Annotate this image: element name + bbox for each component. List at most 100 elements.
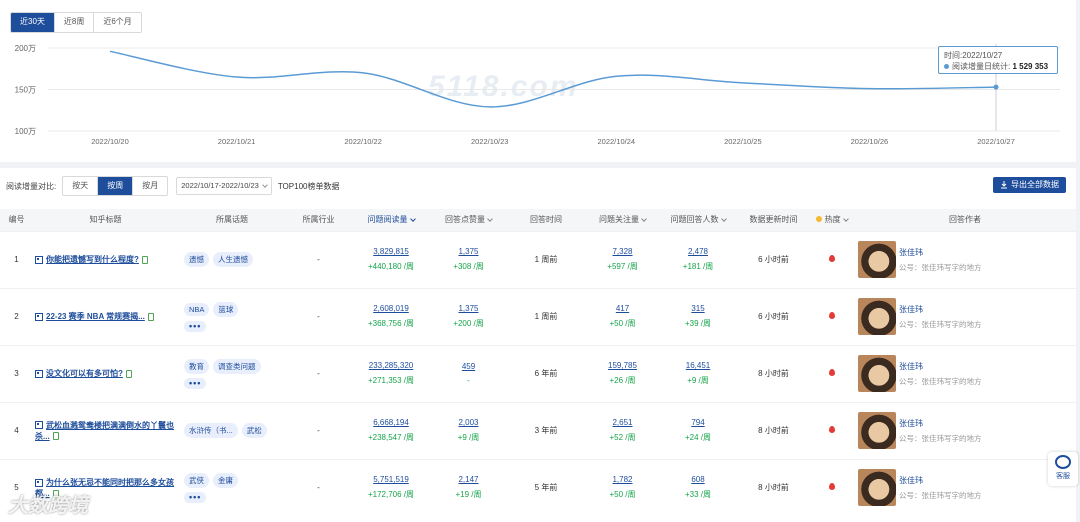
- row-number: 5: [0, 458, 33, 516]
- fire-icon: [829, 255, 835, 262]
- export-all-button[interactable]: 导出全部数据: [993, 177, 1066, 193]
- read-increment-chart: 200万 150万 100万 2022/10/20 2022/10/21 2022/10/…: [15, 44, 1060, 146]
- answerers-value[interactable]: 608: [691, 475, 705, 485]
- topic-tag[interactable]: 武侠: [184, 472, 209, 488]
- document-icon[interactable]: [147, 312, 154, 321]
- answerers-delta: +24 /周: [684, 433, 711, 442]
- x-tick-label: 2022/10/24: [598, 137, 636, 146]
- likes-cell: 1,375 +200 /周: [431, 287, 506, 345]
- likes-value[interactable]: 1,375: [458, 247, 479, 256]
- x-tick-label: 2022/10/27: [977, 137, 1015, 146]
- author-name[interactable]: 张佳玮: [899, 475, 923, 485]
- date-range-select[interactable]: 2022/10/17-2022/10/23: [176, 177, 272, 195]
- title-cell: 武松血溅鸳鸯楼把满满倒水的丫鬟也杀...: [33, 401, 178, 459]
- reads-value[interactable]: 2,608,019: [373, 304, 409, 313]
- question-title-link[interactable]: 22-23 赛季 NBA 常规赛揭...: [46, 312, 145, 321]
- author-name[interactable]: 张佳玮: [899, 361, 923, 371]
- document-icon[interactable]: [125, 369, 132, 378]
- follows-value[interactable]: 159,785: [608, 361, 637, 370]
- topic-tag[interactable]: 人生遗憾: [213, 252, 253, 267]
- topic-tag[interactable]: NBA: [184, 302, 210, 316]
- by-day-button[interactable]: 按天: [63, 177, 99, 195]
- filter-bar: 阅读增量对比: 按天 按周 按月 2022/10/17-2022/10/23 T…: [6, 176, 339, 196]
- avatar[interactable]: [858, 241, 896, 278]
- avatar[interactable]: [858, 355, 896, 392]
- likes-delta: +9 /周: [457, 433, 480, 442]
- answerers-value[interactable]: 794: [691, 418, 705, 427]
- topic-tag[interactable]: 武松: [241, 423, 267, 438]
- answerers-value[interactable]: 2,478: [687, 247, 709, 256]
- author-name[interactable]: 张佳玮: [899, 418, 923, 428]
- avatar[interactable]: [858, 469, 896, 507]
- more-tags-button[interactable]: •••: [184, 377, 207, 389]
- col-follows[interactable]: 问题关注量: [586, 209, 659, 231]
- author-name[interactable]: 张佳玮: [899, 304, 923, 314]
- qrcode-icon[interactable]: [35, 369, 43, 378]
- follows-value[interactable]: 417: [615, 304, 630, 313]
- follows-value[interactable]: 1,782: [612, 475, 633, 485]
- more-tags-button[interactable]: •••: [184, 491, 207, 503]
- col-heat[interactable]: 热度: [810, 209, 854, 231]
- answerers-value[interactable]: 315: [691, 304, 705, 313]
- heat-cell: [810, 230, 854, 288]
- qrcode-icon[interactable]: [35, 255, 43, 264]
- col-likes[interactable]: 回答点赞量: [431, 209, 506, 231]
- qrcode-icon[interactable]: [35, 478, 43, 487]
- document-icon[interactable]: [52, 489, 59, 498]
- answer-time-cell: 5 年前: [506, 458, 586, 516]
- qrcode-icon[interactable]: [35, 421, 43, 430]
- more-tags-button[interactable]: •••: [184, 320, 207, 332]
- by-week-button[interactable]: 按周: [98, 177, 134, 195]
- question-title-link[interactable]: 武松血溅鸳鸯楼把满满倒水的丫鬟也杀...: [35, 420, 174, 441]
- x-tick-label: 2022/10/21: [218, 137, 256, 146]
- customer-service-button[interactable]: 客服: [1048, 452, 1078, 486]
- x-tick-label: 2022/10/26: [851, 137, 889, 146]
- reads-value[interactable]: 5,751,519: [373, 475, 409, 485]
- qrcode-icon[interactable]: [35, 312, 43, 321]
- range-tabs: 近30天 近8周 近6个月: [10, 12, 142, 33]
- question-title-link[interactable]: 为什么张无忌不能同时把那么多女孩都...: [35, 477, 174, 498]
- col-updated: 数据更新时间: [737, 209, 810, 231]
- author-org: 公号：张佳玮写字的地方: [899, 376, 982, 386]
- x-tick-label: 2022/10/20: [91, 137, 129, 146]
- col-answerers[interactable]: 问题回答人数: [659, 209, 737, 231]
- likes-value[interactable]: 459: [461, 362, 476, 371]
- likes-value[interactable]: 1,375: [458, 304, 479, 313]
- col-title: 知乎标题: [33, 209, 178, 231]
- author-cell: 张佳玮 公号：张佳玮写字的地方: [854, 287, 1076, 345]
- topic-tag[interactable]: 遗憾: [184, 252, 209, 267]
- reads-value[interactable]: 233,285,320: [368, 361, 414, 370]
- topic-tag[interactable]: 金庸: [213, 472, 238, 488]
- follows-value[interactable]: 7,328: [612, 247, 633, 256]
- likes-cell: 2,147 +19 /周: [431, 458, 506, 516]
- tab-30-days[interactable]: 近30天: [11, 13, 55, 32]
- data-point: [993, 84, 999, 90]
- document-icon[interactable]: [52, 432, 59, 441]
- author-name[interactable]: 张佳玮: [899, 247, 923, 257]
- topic-tag[interactable]: 水浒传（书...: [184, 423, 238, 438]
- reads-cell: 3,829,815 +440,180 /周: [351, 230, 431, 288]
- topic-tag[interactable]: 篮球: [213, 301, 239, 317]
- industry-cell: -: [286, 287, 351, 345]
- topic-tag[interactable]: 调查类问题: [213, 358, 261, 374]
- industry-cell: -: [286, 230, 351, 288]
- question-title-link[interactable]: 你能把遗憾写到什么程度?: [46, 255, 139, 264]
- by-month-button[interactable]: 按月: [142, 181, 159, 190]
- follows-cell: 2,651 +52 /周: [586, 401, 659, 459]
- avatar[interactable]: [858, 298, 896, 335]
- follows-value[interactable]: 2,651: [612, 418, 633, 427]
- reads-value[interactable]: 3,829,815: [373, 247, 409, 256]
- tab-8-weeks[interactable]: 近8周: [54, 13, 95, 32]
- document-icon[interactable]: [141, 255, 148, 264]
- likes-value[interactable]: 2,147: [458, 475, 479, 485]
- likes-value[interactable]: 2,003: [458, 418, 479, 427]
- reads-value[interactable]: 6,668,194: [373, 418, 409, 427]
- answerers-value[interactable]: 16,451: [685, 361, 711, 370]
- avatar[interactable]: [858, 412, 896, 449]
- answer-time-cell: 3 年前: [506, 401, 586, 459]
- reads-cell: 2,608,019 +368,756 /周: [351, 287, 431, 345]
- topic-tag[interactable]: 教育: [184, 358, 209, 374]
- col-reads[interactable]: 问题阅读量: [351, 209, 431, 231]
- question-title-link[interactable]: 没文化可以有多可怕?: [46, 369, 123, 378]
- tab-6-months[interactable]: 近6个月: [94, 13, 141, 32]
